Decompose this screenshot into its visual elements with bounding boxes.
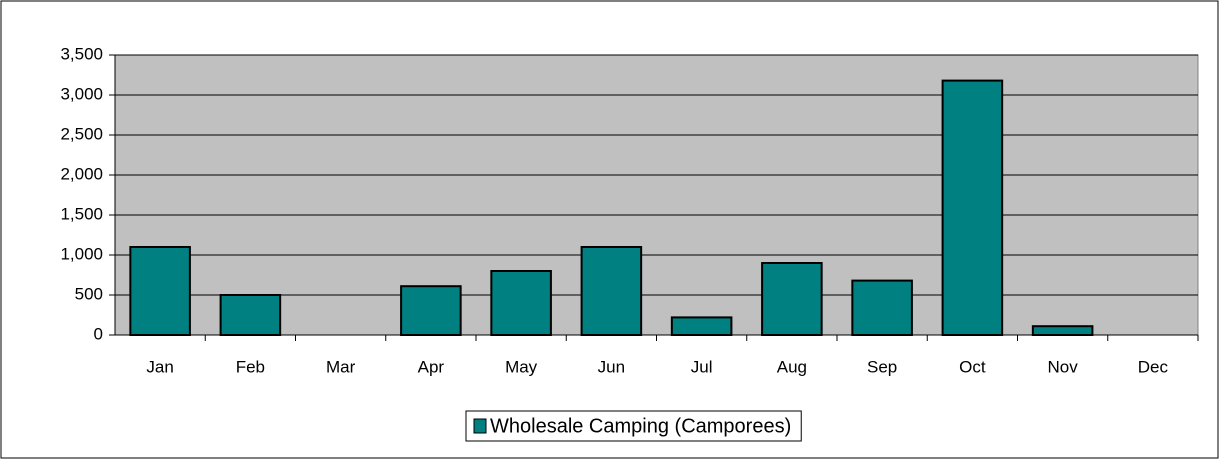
bar — [941, 79, 1004, 336]
y-tick-label: 3,500 — [60, 44, 103, 63]
plot-area — [114, 54, 1199, 336]
x-tick-label: Nov — [1048, 357, 1079, 376]
x-tick-label: Aug — [777, 357, 807, 376]
bar — [490, 270, 552, 336]
x-tick-label: Jan — [146, 357, 173, 376]
y-tick-label: 2,500 — [60, 124, 103, 143]
x-tick-label: Dec — [1138, 357, 1169, 376]
y-tick-label: 0 — [94, 324, 103, 343]
bar — [1031, 325, 1094, 337]
x-tick-label: Apr — [418, 357, 445, 376]
legend-box — [465, 410, 802, 442]
y-tick-label: 1,500 — [60, 204, 103, 223]
x-tick-label: Feb — [236, 357, 265, 376]
x-tick-label: May — [505, 357, 538, 376]
x-tick-label: Oct — [959, 357, 986, 376]
bar — [761, 262, 823, 336]
y-tick-label: 2,000 — [60, 164, 103, 183]
y-tick-label: 1,000 — [60, 244, 103, 263]
x-tick-label: Mar — [326, 357, 356, 376]
bar — [400, 285, 462, 337]
x-tick-label: Sep — [867, 357, 897, 376]
bar — [670, 316, 733, 336]
y-tick-label: 500 — [75, 284, 103, 303]
x-tick-label: Jun — [598, 357, 625, 376]
bar — [219, 294, 282, 336]
y-tick-label: 3,000 — [60, 84, 103, 103]
legend-swatch — [473, 418, 487, 434]
bar — [851, 279, 913, 337]
legend-label: Wholesale Camping (Camporees) — [490, 415, 791, 437]
bar — [580, 246, 643, 336]
x-tick-label: Jul — [691, 357, 713, 376]
bar — [129, 246, 191, 336]
